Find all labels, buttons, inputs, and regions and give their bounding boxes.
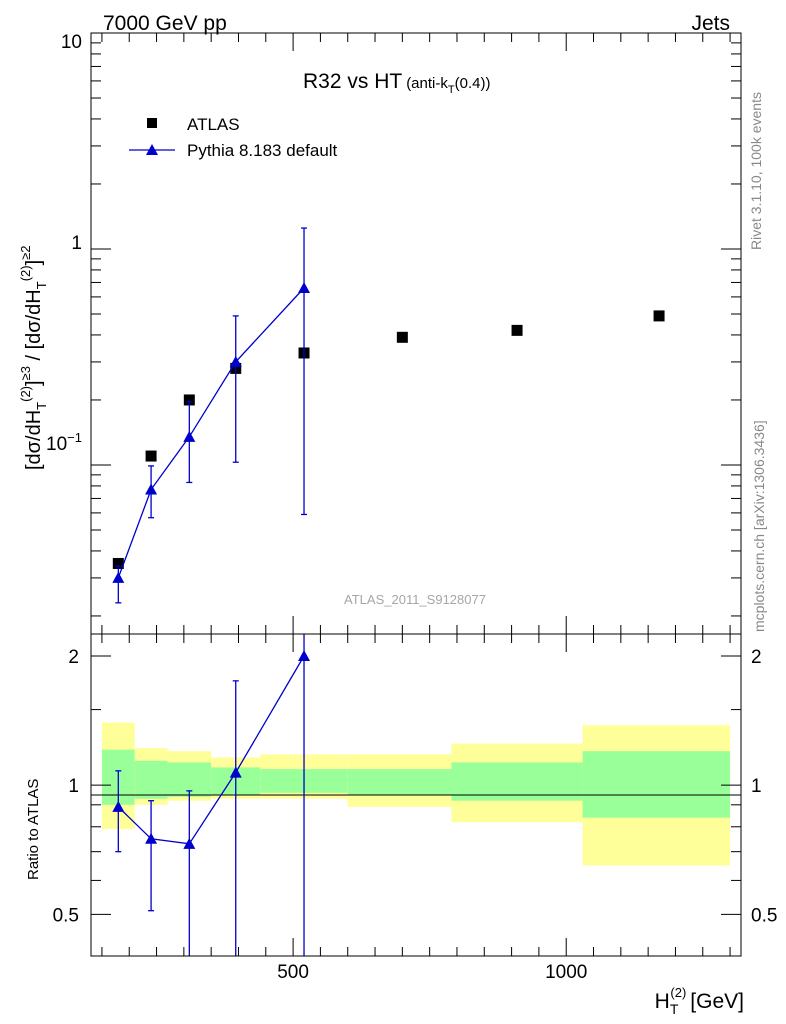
ratio-y-tick-label: 0.5 bbox=[53, 905, 79, 926]
x-tick-label: 1000 bbox=[545, 962, 587, 983]
ratio-pythia-point bbox=[183, 837, 196, 849]
ratio-pythia-point bbox=[229, 766, 242, 778]
ratio-pythia-point bbox=[298, 649, 311, 661]
pythia-point bbox=[298, 281, 311, 293]
analysis-watermark: ATLAS_2011_S9128077 bbox=[344, 592, 486, 607]
pythia-line bbox=[117, 287, 305, 579]
ratio-tick-labels: 0.5 0.5 1 1 2 2 500 1000 bbox=[53, 647, 778, 983]
ratio-y-tick-label: 2 bbox=[68, 647, 79, 668]
main-y-tick-labels: 10 1 10−1 bbox=[46, 32, 82, 455]
mcplots-label: mcplots.cern.ch [arXiv:1306.3436] bbox=[751, 420, 767, 632]
legend-atlas-label: ATLAS bbox=[187, 115, 240, 134]
y-tick-label-10: 10 bbox=[61, 32, 82, 53]
pythia-point bbox=[183, 430, 196, 442]
ratio-band-inner bbox=[134, 760, 168, 799]
ratio-series-layer bbox=[112, 634, 311, 956]
atlas-point bbox=[511, 324, 523, 336]
pythia-point bbox=[112, 571, 125, 583]
legend-pythia-label: Pythia 8.183 default bbox=[187, 141, 338, 160]
ratio-y-axis-label: Ratio to ATLAS bbox=[25, 779, 42, 880]
atlas-point bbox=[145, 450, 157, 462]
main-y-axis-label: [dσ/dHT(2)]≥3 / [dσ/dHT(2)]≥2 bbox=[18, 245, 49, 470]
atlas-point bbox=[653, 310, 665, 322]
legend-pythia-marker bbox=[146, 144, 158, 155]
atlas-point bbox=[112, 557, 124, 569]
pythia-point bbox=[145, 483, 158, 495]
ratio-band-inner bbox=[451, 762, 583, 801]
main-panel: 10 1 10−1 [dσ/dHT(2)]≥3 / [dσ/dHT(2)]≥2 … bbox=[18, 32, 742, 635]
ratio-y-tick-label-right: 1 bbox=[751, 776, 762, 797]
header-energy-label: 7000 GeV pp bbox=[103, 12, 227, 35]
legend: ATLAS Pythia 8.183 default bbox=[129, 115, 338, 160]
ratio-band-inner bbox=[347, 769, 452, 795]
ratio-pythia-point bbox=[145, 832, 158, 844]
ratio-y-tick-label-right: 0.5 bbox=[751, 905, 777, 926]
ratio-y-tick-label: 1 bbox=[68, 776, 79, 797]
legend-atlas-marker bbox=[147, 118, 157, 128]
rivet-version-label: Rivet 3.1.10, 100k events bbox=[748, 92, 764, 250]
main-axis-ticks bbox=[91, 32, 741, 634]
ratio-axis-ticks bbox=[91, 634, 741, 957]
y-tick-label-1: 1 bbox=[71, 233, 82, 254]
ratio-uncertainty-bands bbox=[101, 722, 731, 866]
atlas-point bbox=[183, 394, 195, 406]
header-process-label: Jets bbox=[691, 12, 730, 35]
pythia-point bbox=[229, 355, 242, 367]
ratio-band-inner bbox=[582, 751, 731, 818]
ratio-panel: 0.5 0.5 1 1 2 2 500 1000 Ratio to ATLAS HT(2) [G… bbox=[25, 633, 778, 1017]
ratio-panel-frame bbox=[90, 633, 742, 957]
main-series-layer bbox=[112, 227, 665, 604]
x-tick-label: 500 bbox=[277, 962, 309, 983]
ratio-pythia-point bbox=[112, 800, 125, 812]
ratio-y-tick-label-right: 2 bbox=[751, 647, 762, 668]
y-tick-label-0.1: 10−1 bbox=[46, 430, 82, 455]
x-axis-label: HT(2) [GeV] bbox=[655, 985, 744, 1017]
chart-title: R32 vs HT (anti-kT(0.4)) bbox=[303, 70, 490, 96]
atlas-point bbox=[396, 331, 408, 343]
